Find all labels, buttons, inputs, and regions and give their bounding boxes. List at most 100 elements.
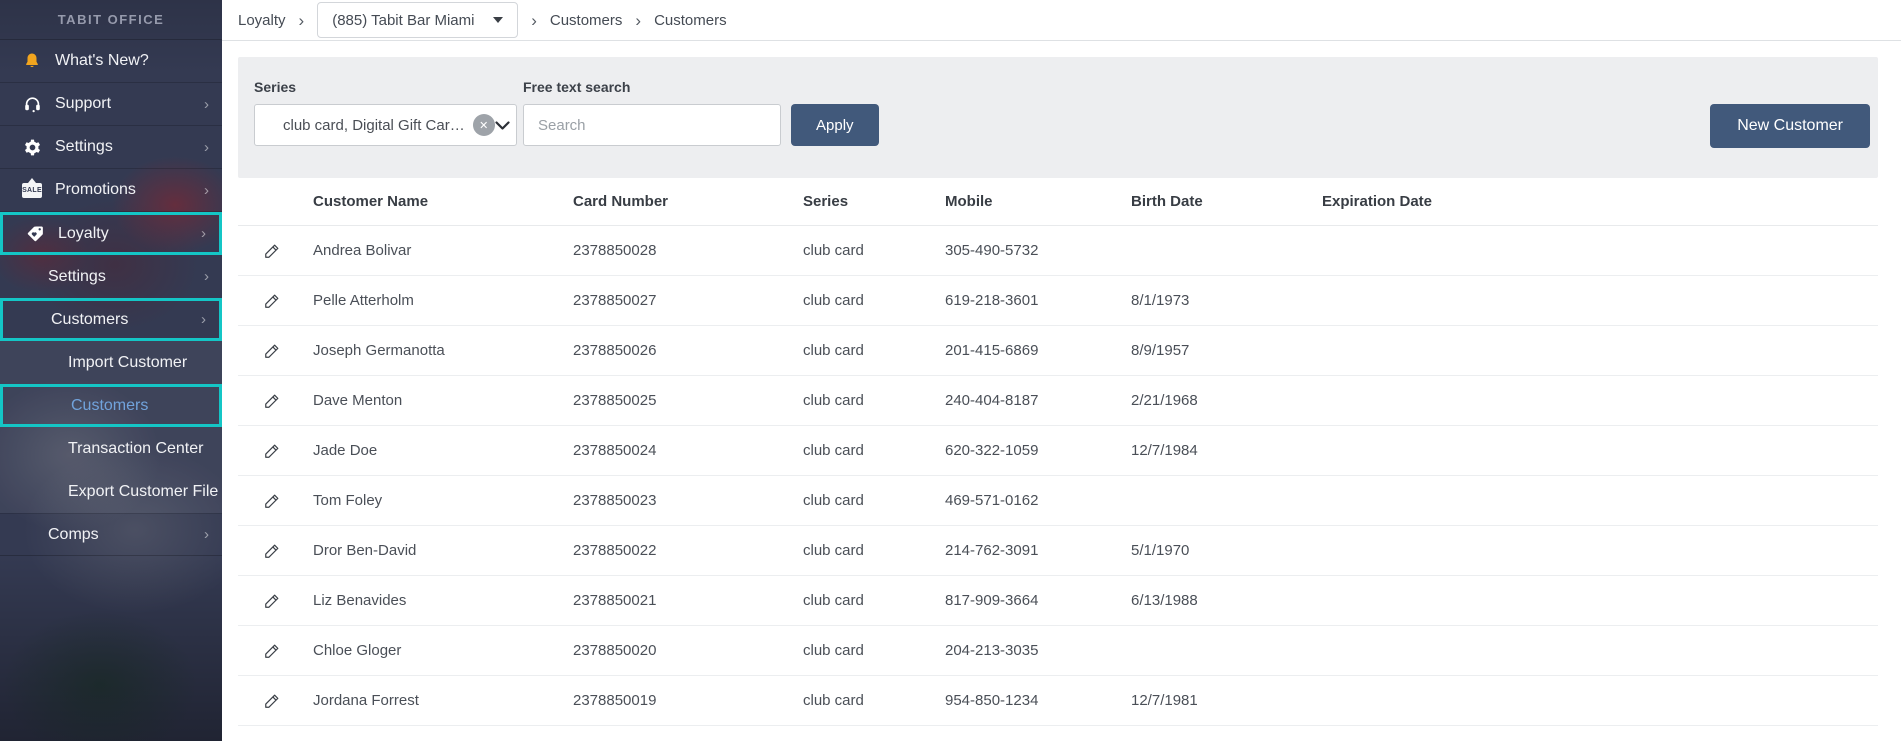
cell-card-number: 2378850028 bbox=[573, 242, 657, 259]
sidebar-nav: What's New? Support › Settings › SALE bbox=[0, 40, 222, 556]
edit-icon[interactable] bbox=[264, 442, 281, 459]
new-customer-button[interactable]: New Customer bbox=[1710, 104, 1870, 148]
col-card-number: Card Number bbox=[573, 193, 669, 210]
breadcrumb-customers-2[interactable]: Customers bbox=[654, 11, 727, 29]
sidebar: TABIT OFFICE What's New? Support › Set bbox=[0, 0, 222, 741]
cell-mobile: 214-762-3091 bbox=[945, 542, 1039, 559]
table-row: Dave Menton 2378850025 club card 240-404… bbox=[238, 376, 1878, 426]
cell-customer-name: Jade Doe bbox=[313, 442, 378, 459]
cell-customer-name: Andrea Bolivar bbox=[313, 242, 412, 259]
sidebar-item-settings[interactable]: Settings › bbox=[0, 126, 222, 169]
nav-label: Customers bbox=[71, 396, 149, 414]
nav-label: Promotions bbox=[55, 181, 136, 198]
nav-label: Customers bbox=[51, 310, 129, 328]
cell-mobile: 620-322-1059 bbox=[945, 442, 1039, 459]
edit-icon[interactable] bbox=[264, 392, 281, 409]
nav-label: Settings bbox=[48, 267, 106, 285]
edit-icon[interactable] bbox=[264, 642, 281, 659]
edit-icon[interactable] bbox=[264, 242, 281, 259]
series-select-value: club card, Digital Gift Car… bbox=[283, 116, 465, 134]
main-area: Loyalty › (885) Tabit Bar Miami › Custom… bbox=[222, 0, 1901, 741]
content-area: Series club card, Digital Gift Car… ✕ Fr… bbox=[222, 41, 1901, 741]
table-row: Tom Foley 2378850023 club card 469-571-0… bbox=[238, 476, 1878, 526]
cell-mobile: 305-490-5732 bbox=[945, 242, 1039, 259]
headset-icon bbox=[22, 94, 42, 114]
chevron-down-icon bbox=[495, 120, 510, 130]
cell-mobile: 619-218-3601 bbox=[945, 292, 1039, 309]
apply-button[interactable]: Apply bbox=[791, 104, 879, 146]
cell-series: club card bbox=[803, 242, 864, 259]
table-row: Chloe Gloger 2378850020 club card 204-21… bbox=[238, 626, 1878, 676]
table-row: Dror Ben-David 2378850022 club card 214-… bbox=[238, 526, 1878, 576]
cell-mobile: 954-850-1234 bbox=[945, 692, 1039, 709]
cell-birth-date: 8/1/1973 bbox=[1131, 292, 1190, 309]
breadcrumb: Loyalty › (885) Tabit Bar Miami › Custom… bbox=[222, 0, 1901, 41]
venue-select-value: (885) Tabit Bar Miami bbox=[332, 11, 475, 29]
sidebar-item-customers-active[interactable]: Customers bbox=[0, 384, 222, 427]
cell-birth-date: 2/21/1968 bbox=[1131, 392, 1198, 409]
sidebar-item-whats-new[interactable]: What's New? bbox=[0, 40, 222, 83]
breadcrumb-customers-1[interactable]: Customers bbox=[549, 11, 623, 29]
table-row: Jade Doe 2378850024 club card 620-322-10… bbox=[238, 426, 1878, 476]
edit-icon[interactable] bbox=[264, 542, 281, 559]
cell-series: club card bbox=[803, 692, 864, 709]
cell-birth-date: 12/7/1981 bbox=[1131, 692, 1198, 709]
search-input[interactable] bbox=[523, 104, 781, 146]
sidebar-item-loyalty-customers[interactable]: Customers › bbox=[0, 298, 222, 341]
series-select[interactable]: club card, Digital Gift Car… ✕ bbox=[254, 104, 517, 146]
cell-series: club card bbox=[803, 492, 864, 509]
cell-card-number: 2378850026 bbox=[573, 342, 657, 359]
col-customer-name: Customer Name bbox=[313, 193, 429, 210]
cell-card-number: 2378850019 bbox=[573, 692, 657, 709]
cell-birth-date: 6/13/1988 bbox=[1131, 592, 1198, 609]
edit-icon[interactable] bbox=[264, 292, 281, 309]
cell-customer-name: Tom Foley bbox=[313, 492, 383, 509]
sidebar-item-loyalty-settings[interactable]: Settings › bbox=[0, 255, 222, 298]
nav-label: Import Customer bbox=[68, 353, 188, 371]
breadcrumb-loyalty[interactable]: Loyalty bbox=[238, 11, 286, 29]
clear-selection-icon[interactable]: ✕ bbox=[472, 114, 495, 136]
cell-series: club card bbox=[803, 292, 864, 309]
chevron-right-icon: › bbox=[298, 10, 305, 30]
sidebar-item-loyalty[interactable]: Loyalty › bbox=[0, 212, 222, 255]
nav-label: Support bbox=[55, 95, 112, 112]
cell-birth-date: 12/7/1984 bbox=[1131, 442, 1198, 459]
edit-icon[interactable] bbox=[264, 342, 281, 359]
table-row: Liz Benavides 2378850021 club card 817-9… bbox=[238, 576, 1878, 626]
sidebar-item-import-customer[interactable]: Import Customer bbox=[0, 341, 222, 384]
nav-label: Settings bbox=[55, 138, 113, 155]
customers-table: Customer Name Card Number Series Mobile … bbox=[238, 178, 1878, 741]
cell-mobile: 204-213-3035 bbox=[945, 642, 1039, 659]
nav-label: What's New? bbox=[55, 52, 149, 69]
nav-label: Comps bbox=[48, 525, 99, 543]
chevron-right-icon: › bbox=[204, 95, 209, 113]
filter-panel: Series club card, Digital Gift Car… ✕ Fr… bbox=[238, 57, 1878, 178]
cell-birth-date: 5/1/1970 bbox=[1131, 542, 1190, 559]
sidebar-item-comps[interactable]: Comps › bbox=[0, 513, 222, 556]
table-row: Pelle Atterholm 2378850027 club card 619… bbox=[238, 276, 1878, 326]
gear-icon bbox=[22, 137, 42, 157]
cell-birth-date: 8/9/1957 bbox=[1131, 342, 1190, 359]
edit-icon[interactable] bbox=[264, 592, 281, 609]
sidebar-item-support[interactable]: Support › bbox=[0, 83, 222, 126]
loyalty-tag-icon bbox=[25, 224, 45, 244]
chevron-right-icon: › bbox=[201, 311, 206, 328]
cell-mobile: 469-571-0162 bbox=[945, 492, 1039, 509]
cell-customer-name: Dror Ben-David bbox=[313, 542, 417, 559]
sidebar-item-export-customer-file[interactable]: Export Customer File bbox=[0, 470, 222, 513]
sidebar-item-transaction-center[interactable]: Transaction Center bbox=[0, 427, 222, 470]
bell-icon bbox=[22, 51, 42, 71]
series-label: Series bbox=[254, 79, 297, 95]
free-text-search-label: Free text search bbox=[523, 79, 631, 95]
nav-label: Export Customer File bbox=[68, 482, 219, 500]
cell-series: club card bbox=[803, 392, 864, 409]
edit-icon[interactable] bbox=[264, 692, 281, 709]
sidebar-item-promotions[interactable]: SALE Promotions › bbox=[0, 169, 222, 212]
chevron-right-icon: › bbox=[635, 10, 642, 30]
col-series: Series bbox=[803, 193, 849, 210]
venue-select[interactable]: (885) Tabit Bar Miami bbox=[317, 2, 519, 38]
table-row: Andrea Bolivar 2378850028 club card 305-… bbox=[238, 226, 1878, 276]
col-mobile: Mobile bbox=[945, 193, 993, 210]
chevron-right-icon: › bbox=[201, 225, 206, 242]
edit-icon[interactable] bbox=[264, 492, 281, 509]
